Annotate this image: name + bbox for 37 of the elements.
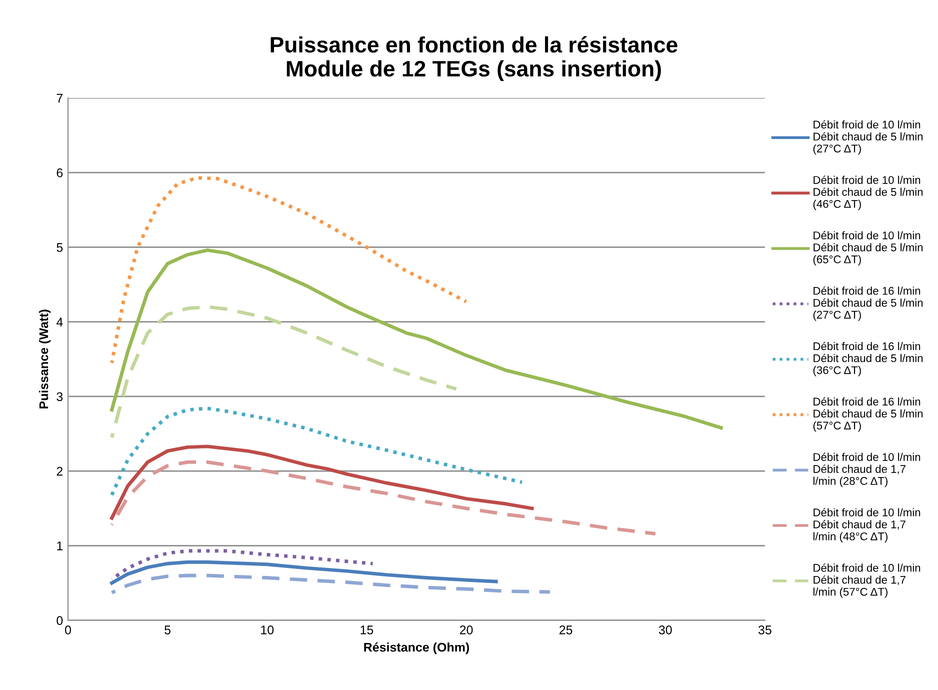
x-tick-label: 30	[658, 626, 672, 634]
y-tick-label: 4	[56, 318, 63, 326]
legend-label: Débit froid de 16 l/min Débit chaud de 5 l/min (36°C ΔT)	[813, 342, 923, 376]
line-series	[110, 444, 534, 520]
line-series	[110, 460, 658, 536]
y-tick-label: 3	[56, 392, 63, 402]
line-series	[110, 248, 723, 430]
legend-label: Débit froid de 10 l/min Débit chaud de 1,7 l/min (48°C ΔT)	[813, 508, 920, 542]
y-axis-title: Puissance (Watt)	[38, 310, 51, 408]
line-series	[110, 406, 524, 497]
chart-title: Puissance en fonction de la résistance Module de 12 TEGs (sans insertion)	[270, 36, 678, 81]
y-tick-label: 7	[56, 94, 63, 103]
x-tick-label: 35	[758, 626, 772, 634]
y-tick-label: 1	[57, 542, 63, 550]
x-tick-label: 10	[261, 626, 274, 634]
x-tick-label: 5	[164, 626, 171, 634]
y-tick-label: 6	[56, 168, 63, 178]
y-tick-label: 2	[56, 466, 63, 476]
legend-label: Débit froid de 16 l/min Débit chaud de 5 l/min (57°C ΔT)	[813, 397, 923, 432]
line-series	[110, 176, 468, 365]
legend-label: Débit froid de 10 l/min Débit chaud de 1,7 l/min (28°C ΔT)	[813, 452, 920, 488]
line-series	[110, 560, 498, 585]
x-tick-label: 0	[65, 626, 71, 634]
y-tick-label: 5	[56, 243, 63, 252]
x-tick-label: 25	[559, 626, 572, 634]
legend-label: Débit froid de 16 l/min Débit chaud de 5 l/min (27°C ΔT)	[813, 286, 923, 321]
x-tick-label: 15	[360, 626, 374, 634]
legend-label: Débit froid de 10 l/min Débit chaud de 5 l/min (27°C ΔT)	[813, 120, 923, 155]
x-axis-title: Résistance (Ohm)	[364, 642, 469, 654]
line-series	[110, 549, 374, 582]
line-series	[110, 305, 458, 440]
x-tick-label: 20	[460, 626, 473, 634]
legend-label: Débit froid de 10 l/min Débit chaud de 5 l/min (65°C ΔT)	[813, 231, 923, 266]
legend-label: Débit froid de 10 l/min Débit chaud de 1,7 l/min (57°C ΔT)	[813, 563, 920, 598]
line-series	[110, 574, 552, 594]
legend-label: Débit froid de 10 l/min Débit chaud de 5 l/min (46°C ΔT)	[813, 176, 923, 210]
y-tick-label: 0	[56, 616, 63, 625]
